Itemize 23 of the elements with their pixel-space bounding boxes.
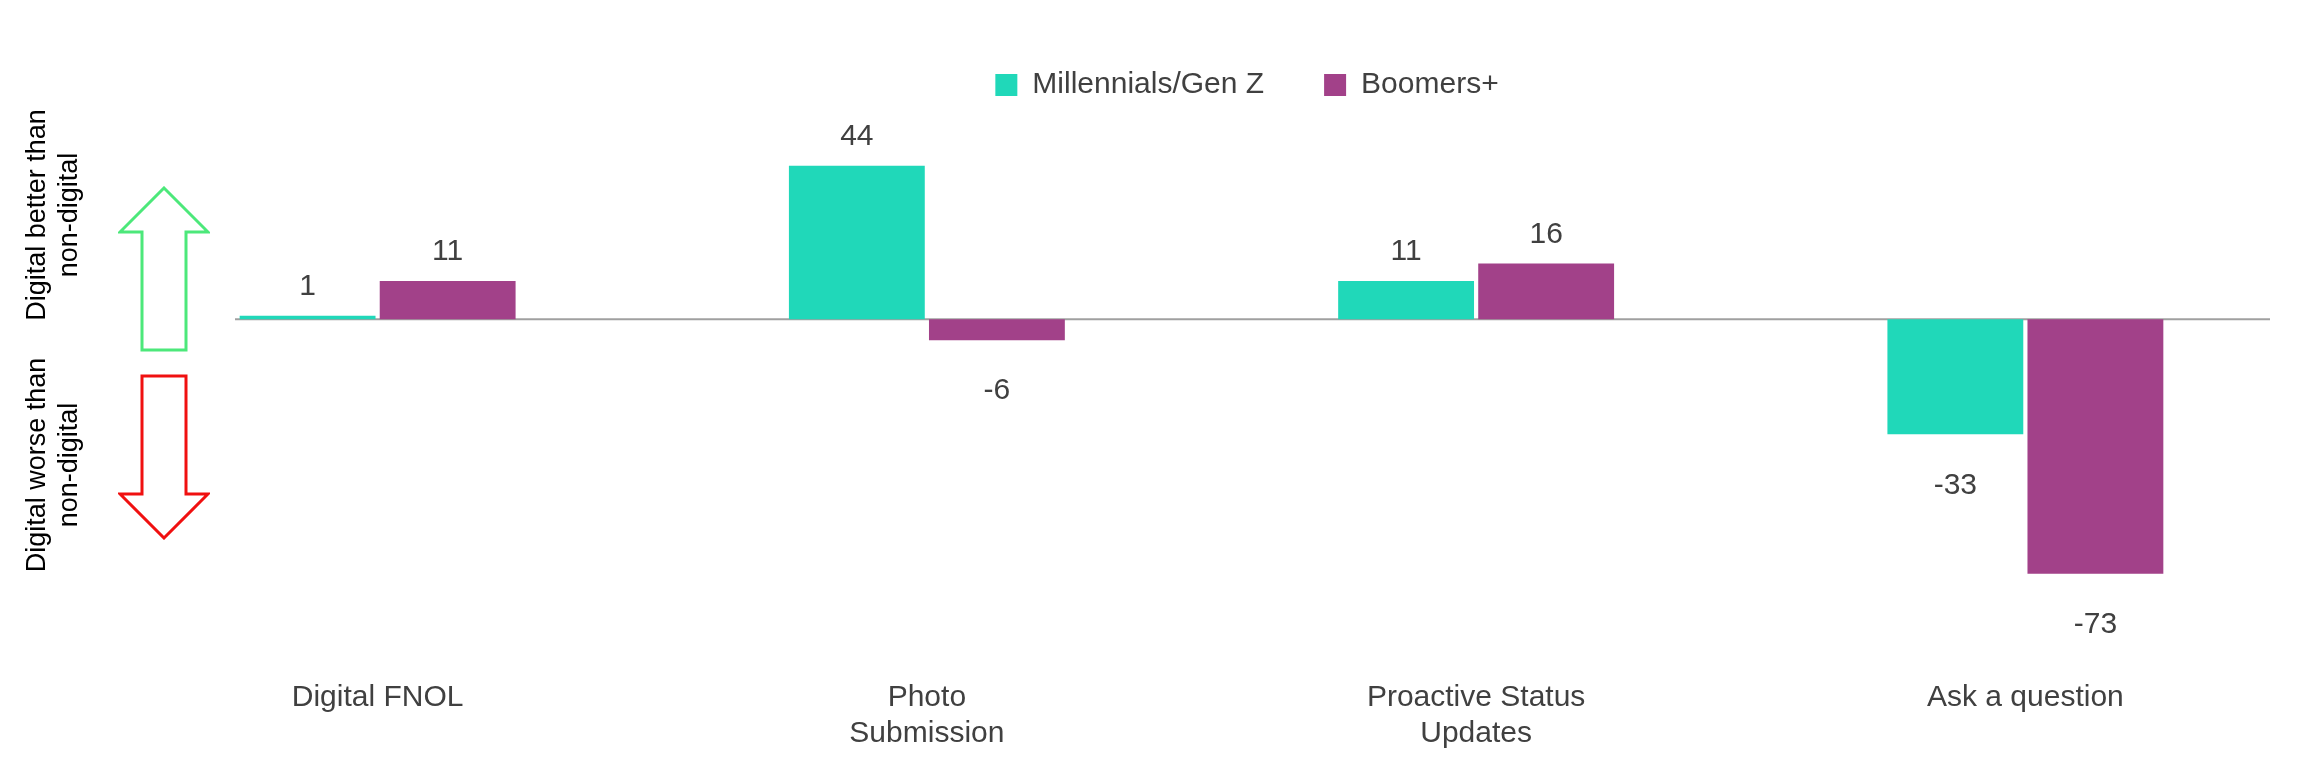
x-tick-label: Digital FNOL [291, 679, 464, 713]
bar [2027, 319, 2164, 574]
bar [1478, 263, 1615, 320]
data-label: -33 [1933, 466, 1978, 500]
bar [379, 280, 516, 320]
x-tick-label: Ask a question [1926, 679, 2124, 713]
bar [928, 319, 1065, 341]
legend-label: Boomers+ [1361, 66, 1499, 100]
data-label: -73 [2073, 606, 2118, 640]
data-label: 11 [432, 233, 464, 267]
x-tick-label: Proactive Status Updates [1366, 679, 1586, 749]
text: Digital better than non-digital [20, 108, 84, 323]
x-tick-label: Photo Submission [849, 679, 1005, 749]
data-label: 16 [1529, 215, 1563, 249]
data-label: 44 [840, 118, 874, 152]
data-label: 11 [1390, 233, 1422, 267]
bar [1887, 319, 2024, 435]
bar [1338, 280, 1475, 320]
text: Digital worse than non-digital [20, 356, 84, 575]
bar [788, 165, 925, 320]
legend-label: Millennials/Gen Z [1032, 66, 1265, 100]
data-label: -6 [983, 372, 1011, 406]
data-label: 1 [299, 268, 316, 302]
